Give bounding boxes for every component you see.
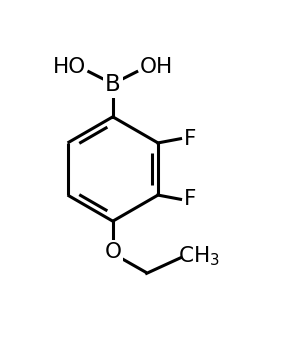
Text: F: F [184,129,197,149]
Text: HO: HO [52,57,86,77]
Text: B: B [105,73,121,96]
Text: OH: OH [140,57,173,77]
Text: O: O [104,242,121,262]
Text: F: F [184,189,197,209]
Text: CH$_3$: CH$_3$ [178,245,220,268]
